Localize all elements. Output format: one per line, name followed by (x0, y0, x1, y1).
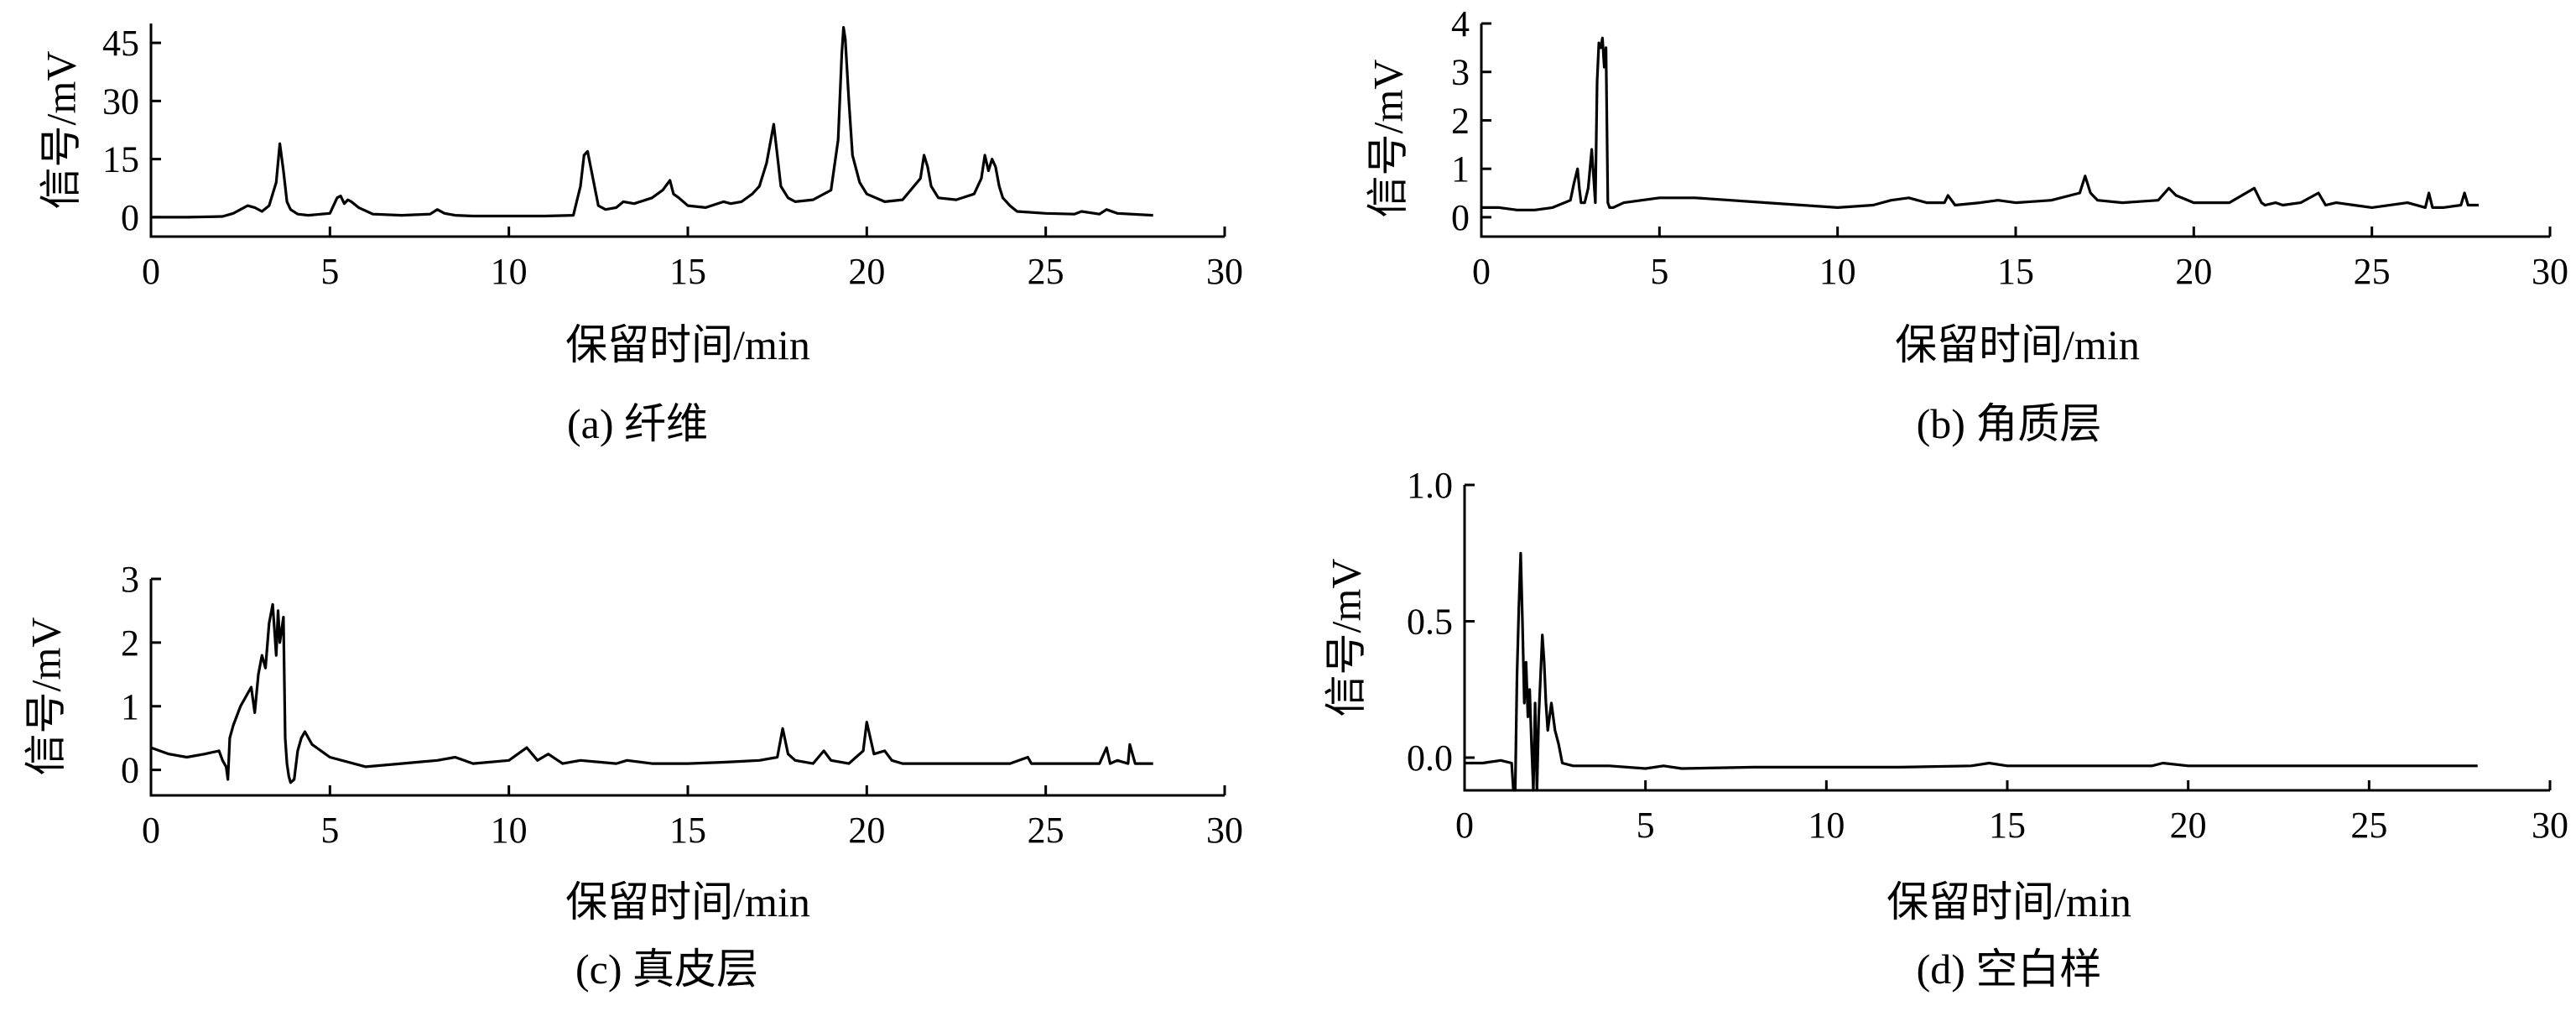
panel-a-ytick-label: 30 (102, 81, 139, 122)
panel-b-xtick-label: 25 (2354, 251, 2391, 292)
panel-c-plot (150, 602, 1153, 784)
panel-d-ytick-label: 1.0 (1407, 465, 1453, 506)
panel-c-xtick-label: 15 (669, 810, 706, 851)
panel-d-frame (1463, 485, 2550, 792)
panel-a-xtick-label: 15 (669, 251, 706, 292)
panel-a-ytick-label: 0 (121, 197, 139, 238)
panel-a-ytick-label: 45 (102, 23, 139, 64)
chart-panel-b: 0 5 10 15 20 25 30 0 1 2 3 4 信号/mV 保留时间/min (b) 角质层 (1364, 3, 2568, 447)
panel-d-ticks: 0 5 10 15 20 25 30 0.0 0.5 1.0 (1407, 465, 2568, 846)
panel-d-xtick-label: 25 (2350, 805, 2387, 846)
panel-b-ytick-label: 4 (1451, 3, 1470, 44)
panel-d-xtick-label: 15 (1989, 805, 2026, 846)
panel-c-xtick-label: 20 (848, 810, 885, 851)
panel-c-ylabel: 信号/mV (22, 618, 69, 776)
panel-b-xtick-label: 30 (2532, 251, 2568, 292)
panel-a-xtick-label: 10 (491, 251, 528, 292)
panel-b-series-line (1481, 36, 2480, 211)
panel-b-xtick-label: 10 (1819, 251, 1856, 292)
panel-d-xtick-label: 0 (1455, 805, 1474, 846)
panel-c-ytick-label: 2 (121, 623, 139, 664)
panel-a-series-line (151, 26, 1153, 219)
panel-b-ylabel: 信号/mV (1364, 60, 1411, 218)
panel-b-ytick-label: 2 (1451, 100, 1470, 141)
panel-a-xlabel: 保留时间/min (565, 321, 810, 368)
chart-panel-d: 0 5 10 15 20 25 30 0.0 0.5 1.0 信号/mV 保留时间/min (d)… (1322, 465, 2568, 993)
panel-a-xtick-label: 0 (142, 251, 160, 292)
panel-b-ytick-label: 0 (1451, 197, 1470, 238)
panel-a-caption: (a) 纤维 (567, 400, 708, 447)
panel-c-xtick-label: 25 (1028, 810, 1064, 851)
panel-c-series-line (150, 602, 1153, 784)
panel-b-caption: (b) 角质层 (1917, 400, 2102, 447)
panel-a-xtick-label: 5 (320, 251, 339, 292)
panel-d-plot (1465, 551, 2478, 792)
panel-a-xtick-label: 20 (848, 251, 885, 292)
panel-c-caption: (c) 真皮层 (575, 946, 758, 993)
panel-c-xtick-label: 0 (142, 810, 160, 851)
panel-b-plot (1481, 36, 2480, 211)
panel-d-xtick-label: 20 (2170, 805, 2207, 846)
panel-a-xtick-label: 30 (1206, 251, 1243, 292)
chart-panel-c: 0 5 10 15 20 25 30 0 1 2 3 信号/mV 保留时间/min (c) 真皮层 (22, 559, 1243, 993)
panel-c-xlabel: 保留时间/min (565, 878, 810, 925)
panel-b-xtick-label: 20 (2175, 251, 2212, 292)
panel-a-ticks: 0 5 10 15 20 25 30 0 15 30 45 (102, 23, 1243, 292)
panel-a-plot (151, 26, 1153, 219)
panel-a-ytick-label: 15 (102, 139, 139, 180)
panel-a-xtick-label: 25 (1028, 251, 1064, 292)
panel-b-xtick-label: 5 (1650, 251, 1668, 292)
panel-b-xtick-label: 0 (1472, 251, 1491, 292)
panel-d-xlabel: 保留时间/min (1886, 878, 2131, 925)
panel-c-xtick-label: 10 (491, 810, 528, 851)
panel-b-xtick-label: 15 (1997, 251, 2034, 292)
panel-d-ytick-label: 0.0 (1407, 737, 1453, 779)
panel-d-xtick-label: 5 (1637, 805, 1655, 846)
panel-d-ytick-label: 0.5 (1407, 602, 1453, 643)
panel-d-xtick-label: 30 (2532, 805, 2568, 846)
panel-b-ytick-label: 3 (1451, 52, 1470, 93)
chart-panel-a: 0 5 10 15 20 25 30 0 15 30 45 信号/mV 保留时间/min (a) 纤… (37, 23, 1243, 447)
panel-c-xtick-label: 30 (1206, 810, 1243, 851)
panel-b-ticks: 0 5 10 15 20 25 30 0 1 2 3 4 (1451, 3, 2568, 292)
panel-d-xtick-label: 10 (1808, 805, 1845, 846)
panel-d-series-line (1465, 551, 2478, 792)
panel-b-ytick-label: 1 (1451, 149, 1470, 190)
panel-b-xlabel: 保留时间/min (1895, 321, 2140, 368)
panel-a-ylabel: 信号/mV (37, 51, 84, 210)
panel-c-xtick-label: 5 (320, 810, 339, 851)
panel-c-ytick-label: 3 (121, 559, 139, 600)
panel-c-ticks: 0 5 10 15 20 25 30 0 1 2 3 (121, 559, 1243, 851)
panel-d-caption: (d) 空白样 (1917, 946, 2102, 993)
panel-c-ytick-label: 1 (121, 686, 139, 727)
panel-d-ylabel: 信号/mV (1322, 559, 1369, 717)
panel-c-ytick-label: 0 (121, 750, 139, 791)
